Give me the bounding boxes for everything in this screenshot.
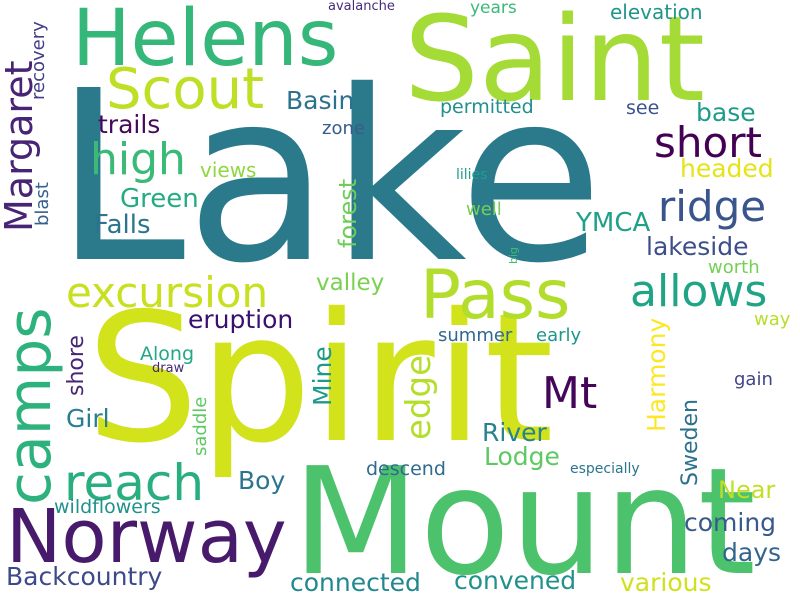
word-worth: worth [708,257,760,278]
word-see: see [626,97,660,119]
word-permitted: permitted [440,96,534,118]
word-short: short [654,118,762,167]
word-draw: draw [152,361,185,376]
word-near: Near [718,476,776,504]
word-recovery: recovery [28,21,49,100]
word-pass: Pass [420,256,571,335]
word-ridge: ridge [658,182,767,231]
word-along: Along [140,343,195,365]
word-headed: headed [680,154,774,183]
word-connected: connected [290,568,421,597]
word-coming: coming [684,508,777,537]
word-big: big [507,246,520,264]
word-gain: gain [734,369,773,390]
word-lilies: lilies [456,167,488,183]
word-especially: especially [570,461,640,477]
word-backcountry: Backcountry [6,562,163,591]
word-sweden: Sweden [678,399,703,486]
word-base: base [696,98,756,127]
word-blast: blast [32,182,53,226]
word-river: River [482,418,547,447]
word-way: way [754,309,791,330]
word-lodge: Lodge [484,442,560,471]
word-early: early [536,325,582,346]
word-spirit: Spirit [86,275,554,482]
word-zone: zone [322,118,365,139]
word-allows: allows [630,266,768,317]
word-descend: descend [366,458,446,480]
word-elevation: elevation [610,0,703,24]
word-trails: trails [98,110,161,139]
word-various: various [620,568,712,597]
word-camps: camps [0,307,65,505]
word-eruption: eruption [188,305,294,334]
word-norway: Norway [6,494,287,580]
word-boy: Boy [238,466,286,495]
word-edge: edge [399,355,439,440]
word-wildflowers: wildflowers [54,496,161,518]
word-summer: summer [438,325,513,346]
word-mount: Mount [292,436,756,600]
word-saint: Saint [404,0,706,128]
word-forest: forest [334,178,362,248]
word-years: years [470,0,517,18]
word-lakeside: lakeside [646,232,749,261]
word-well: well [466,199,502,220]
word-avalanche: avalanche [328,0,395,14]
word-days: days [722,538,782,567]
word-basin: Basin [286,86,355,115]
word-lake: Lake [54,40,604,315]
word-saddle: saddle [190,396,211,456]
word-helens: Helens [72,0,339,84]
word-harmony: Harmony [642,317,671,432]
word-mt: Mt [542,368,598,419]
word-excursion: excursion [66,268,269,317]
word-valley: valley [316,270,385,296]
word-shore: shore [64,335,89,396]
word-ymca: YMCA [576,208,651,238]
word-convened: convened [454,566,577,595]
word-high: high [90,134,186,185]
word-girl: Girl [66,404,110,433]
word-scout: Scout [106,57,265,122]
word-green: Green [120,184,199,214]
word-views: views [200,158,257,182]
word-falls: Falls [94,210,151,240]
word-mine: Mine [308,346,337,406]
word-reach: reach [64,454,205,512]
